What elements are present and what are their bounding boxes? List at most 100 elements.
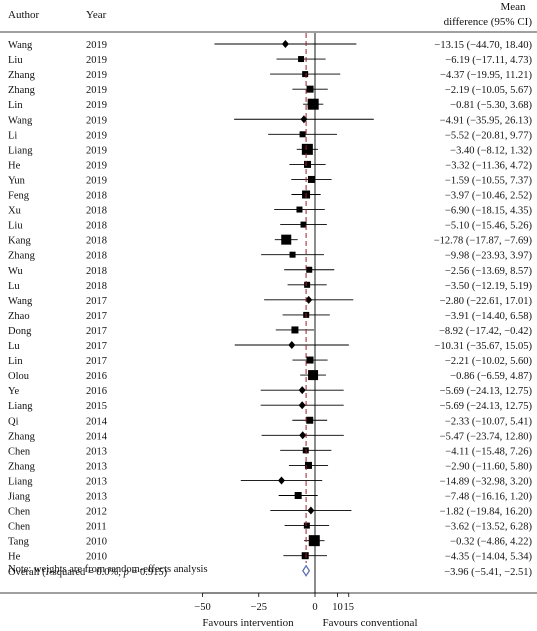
study-author: Zhang <box>8 431 36 442</box>
point-estimate-square <box>304 461 312 469</box>
point-estimate-square <box>307 175 315 183</box>
study-year: 2013 <box>86 476 107 487</box>
study-author: Lu <box>8 281 20 292</box>
point-estimate-square <box>299 131 306 138</box>
study-year: 2018 <box>86 206 107 217</box>
study-year: 2017 <box>86 311 107 322</box>
study-row: Zhao 2017 −3.91 (−14.40, 6.58) <box>8 311 532 322</box>
study-effect-label: −1.82 (−19.84, 16.20) <box>440 507 533 518</box>
effect-header-line2: difference (95% CI) <box>444 16 533 28</box>
study-author: Liang <box>8 401 33 412</box>
study-year: 2016 <box>86 386 107 397</box>
point-estimate-square <box>301 552 309 560</box>
study-effect-label: −2.80 (−22.61, 17.01) <box>440 296 533 307</box>
study-year: 2018 <box>86 281 107 292</box>
study-author: Wu <box>8 266 23 277</box>
study-row: Zhang 2019 −2.19 (−10.05, 5.67) <box>8 85 532 96</box>
overall-label-p: p <box>123 567 129 578</box>
study-effect-label: −5.10 (−15.46, 5.26) <box>445 221 533 232</box>
overall-label-mid: -squared = 0.0%, <box>49 567 123 578</box>
study-row: Ye 2016 −5.69 (−24.13, 12.75) <box>8 386 532 397</box>
study-effect-label: −2.90 (−11.60, 5.80) <box>445 461 532 472</box>
study-author: Chen <box>8 507 31 518</box>
study-year: 2016 <box>86 371 107 382</box>
study-year: 2010 <box>86 537 107 548</box>
point-estimate-square <box>306 266 313 273</box>
study-effect-label: −4.11 (−15.48, 7.26) <box>445 446 532 457</box>
study-year: 2018 <box>86 191 107 202</box>
study-author: Li <box>8 130 17 141</box>
overall-effect-label: −3.96 (−5.41, −2.51) <box>444 567 532 578</box>
study-rows: Wang 2019 −13.15 (−44.70, 18.40) Liu 2019 −6.… <box>8 40 532 563</box>
x-tick-label: 10 <box>332 602 343 613</box>
study-author: Zhao <box>8 311 30 322</box>
study-author: Zhang <box>8 85 36 96</box>
point-estimate-diamond <box>277 476 285 485</box>
study-year: 2013 <box>86 492 107 503</box>
point-estimate-square <box>307 98 319 110</box>
study-author: Lu <box>8 341 20 352</box>
study-author: Tang <box>8 537 30 548</box>
point-estimate-square <box>289 251 296 258</box>
study-row: Zhang 2013 −2.90 (−11.60, 5.80) <box>8 461 532 472</box>
study-row: Liang 2019 −3.40 (−8.12, 1.32) <box>8 143 532 156</box>
study-author: Wang <box>8 115 33 126</box>
study-effect-label: −0.81 (−5.30, 3.68) <box>450 100 532 111</box>
study-row: Chen 2013 −4.11 (−15.48, 7.26) <box>8 446 532 457</box>
point-estimate-diamond <box>288 341 296 349</box>
study-year: 2018 <box>86 221 107 232</box>
study-row: Wang 2019 −4.91 (−35.95, 26.13) <box>8 115 532 126</box>
study-row: Liu 2018 −5.10 (−15.46, 5.26) <box>8 221 532 232</box>
study-effect-label: −5.52 (−20.81, 9.77) <box>445 130 533 141</box>
study-year: 2019 <box>86 175 107 186</box>
study-year: 2019 <box>86 130 107 141</box>
point-estimate-square <box>304 281 311 288</box>
point-estimate-square <box>308 535 320 547</box>
study-year: 2017 <box>86 356 107 367</box>
point-estimate-square <box>306 356 314 364</box>
study-effect-label: −4.35 (−14.04, 5.34) <box>445 552 533 563</box>
study-author: Chen <box>8 446 31 457</box>
study-author: Lin <box>8 356 23 367</box>
study-effect-label: −5.69 (−24.13, 12.75) <box>440 386 533 397</box>
study-row: Lin 2017 −2.21 (−10.02, 5.60) <box>8 356 532 367</box>
study-effect-label: −7.48 (−16.16, 1.20) <box>445 492 533 503</box>
overall-label: Overall (I-squared = 0.0%, p = 0.915) <box>8 567 168 578</box>
study-row: Kang 2018 −12.78 (−17.87, −7.69) <box>8 234 532 247</box>
x-tick-label: 0 <box>312 602 317 613</box>
study-author: Yun <box>8 175 26 186</box>
study-row: Feng 2018 −3.97 (−10.46, 2.52) <box>8 190 532 202</box>
point-estimate-diamond <box>307 506 315 515</box>
study-author: Lin <box>8 100 23 111</box>
study-author: Zhang <box>8 70 36 81</box>
study-effect-label: −6.19 (−17.11, 4.73) <box>445 55 532 66</box>
study-author: Zhang <box>8 461 36 472</box>
study-year: 2013 <box>86 461 107 472</box>
favours-intervention-label: Favours intervention <box>202 617 294 629</box>
study-effect-label: −10.31 (−35.67, 15.05) <box>434 341 532 352</box>
overall-label-suffix: = 0.915) <box>129 567 168 578</box>
study-row: He 2019 −3.32 (−11.36, 4.72) <box>8 160 532 171</box>
study-row: Lin 2019 −0.81 (−5.30, 3.68) <box>8 98 532 111</box>
point-estimate-diamond <box>298 386 306 395</box>
study-author: Liu <box>8 221 23 232</box>
study-author: Wang <box>8 40 33 51</box>
study-row: Chen 2011 −3.62 (−13.52, 6.28) <box>8 522 532 533</box>
study-year: 2019 <box>86 55 107 66</box>
study-effect-label: −1.59 (−10.55, 7.37) <box>445 175 533 186</box>
study-effect-label: −13.15 (−44.70, 18.40) <box>434 40 532 51</box>
study-row: Zhang 2014 −5.47 (−23.74, 12.80) <box>8 431 532 442</box>
point-estimate-square <box>301 143 313 155</box>
point-estimate-square <box>306 85 314 93</box>
study-row: Qi 2014 −2.33 (−10.07, 5.41) <box>8 416 532 427</box>
overall-diamond <box>302 564 311 577</box>
study-year: 2015 <box>86 401 107 412</box>
study-row: Tang 2010 −0.32 (−4.86, 4.22) <box>8 535 532 548</box>
study-author: Kang <box>8 236 31 247</box>
study-year: 2019 <box>86 160 107 171</box>
point-estimate-square <box>294 492 302 499</box>
study-year: 2018 <box>86 236 107 247</box>
study-year: 2011 <box>86 522 107 533</box>
point-estimate-square <box>303 522 310 529</box>
study-year: 2018 <box>86 266 107 277</box>
